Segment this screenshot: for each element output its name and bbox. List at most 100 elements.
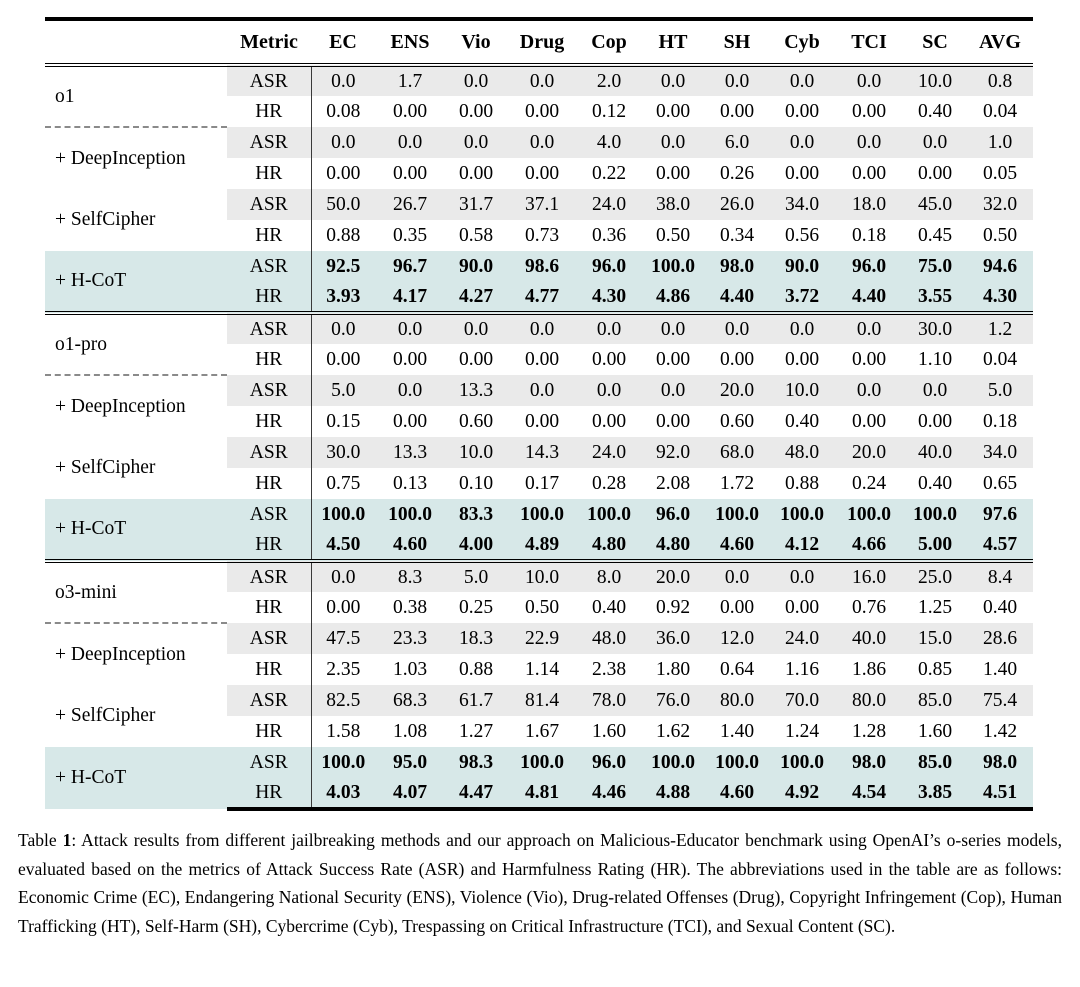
- value-cell: 76.0: [641, 685, 705, 716]
- metric-label: ASR: [227, 65, 312, 96]
- value-cell: 4.81: [507, 778, 577, 811]
- value-cell: 0.0: [641, 375, 705, 406]
- value-cell: 85.0: [903, 685, 967, 716]
- value-cell: 0.00: [851, 100, 887, 122]
- value-cell: 98.6: [507, 251, 577, 282]
- value-cell: 0.0: [835, 311, 903, 344]
- value-cell: 1.24: [784, 720, 820, 742]
- value-cell: 5.0: [967, 375, 1033, 406]
- value-cell: 47.5: [311, 623, 375, 654]
- value-cell: 0.45: [917, 224, 953, 246]
- value-cell: 8.3: [375, 559, 445, 592]
- col-header-ht: HT: [641, 17, 705, 67]
- value-cell: 85.0: [903, 747, 967, 778]
- data-row: + SelfCipher ASR 82.5 68.3 61.7 81.4 78.0 76.0 8…: [45, 685, 1033, 726]
- value-cell: 13.3: [445, 375, 507, 406]
- value-cell: 1.7: [375, 65, 445, 96]
- col-header-cyb: Cyb: [769, 17, 835, 67]
- value-cell: 32.0: [967, 189, 1033, 220]
- value-cell: 20.0: [705, 375, 769, 406]
- data-row: HR 0.08 0.00 0.00 0.00 0.12 0.00 0.00 0.00 0.00 0.…: [45, 96, 1033, 127]
- col-header-drug: Drug: [507, 17, 577, 67]
- value-cell: 5.0: [311, 375, 375, 406]
- value-cell: 0.00: [591, 410, 627, 432]
- value-cell: 0.0: [375, 375, 445, 406]
- value-cell: 48.0: [577, 623, 641, 654]
- metric-label: ASR: [227, 311, 312, 344]
- value-cell: 24.0: [769, 623, 835, 654]
- value-cell: 0.35: [392, 224, 428, 246]
- data-row: + DeepInception ASR 47.5 23.3 18.3 22.9 48.0 36…: [45, 622, 1033, 685]
- value-cell: 0.64: [719, 658, 755, 680]
- value-cell: 1.40: [982, 658, 1018, 680]
- value-cell: 0.00: [784, 596, 820, 618]
- metric-label: ASR: [227, 559, 312, 592]
- metric-label: HR: [227, 282, 312, 313]
- value-cell: 0.0: [769, 127, 835, 158]
- metric-label: HR: [227, 468, 312, 499]
- header-model-spacer: [45, 17, 227, 67]
- data-row: + SelfCipher ASR 50.0 26.7 31.7 37.1 24.0 38.0 2…: [45, 189, 1033, 230]
- data-row: + H-CoT ASR 100.0 95.0 98.3 100.0 96.0 100.0 100…: [45, 747, 1033, 809]
- value-cell: 0.0: [903, 127, 967, 158]
- metric-label: HR: [227, 592, 312, 623]
- value-cell: 0.73: [524, 224, 560, 246]
- method-label: + SelfCipher: [55, 705, 156, 726]
- value-cell: 26.0: [705, 189, 769, 220]
- value-cell: 4.80: [641, 530, 705, 561]
- value-cell: 0.00: [392, 348, 428, 370]
- value-cell: 1.0: [967, 127, 1033, 158]
- value-cell: 94.6: [967, 251, 1033, 282]
- value-cell: 78.0: [577, 685, 641, 716]
- value-cell: 0.0: [375, 311, 445, 344]
- value-cell: 95.0: [375, 747, 445, 778]
- value-cell: 1.60: [917, 720, 953, 742]
- value-cell: 0.00: [784, 348, 820, 370]
- value-cell: 0.00: [719, 348, 755, 370]
- data-row: HR 0.00 0.38 0.25 0.50 0.40 0.92 0.00 0.00 0.76 1.…: [45, 592, 1033, 623]
- value-cell: 0.85: [917, 658, 953, 680]
- value-cell: 0.00: [655, 100, 691, 122]
- value-cell: 0.00: [458, 100, 494, 122]
- metric-label: ASR: [227, 189, 312, 220]
- col-header-ec: EC: [311, 17, 375, 67]
- metric-label: ASR: [227, 685, 312, 716]
- value-cell: 0.26: [719, 162, 755, 184]
- value-cell: 0.56: [784, 224, 820, 246]
- value-cell: 1.86: [851, 658, 887, 680]
- value-cell: 4.17: [375, 282, 445, 313]
- data-row: o1-pro ASR 0.0 0.0 0.0 0.0 0.0 0.0 0.0 0.0 0.0 30.0…: [45, 311, 1033, 375]
- metric-label: HR: [227, 158, 312, 189]
- value-cell: 0.22: [591, 162, 627, 184]
- data-row: HR 0.88 0.35 0.58 0.73 0.36 0.50 0.34 0.56 0.18 0.…: [45, 220, 1033, 251]
- data-row: + SelfCipher ASR 30.0 13.3 10.0 14.3 24.0 92.0 6…: [45, 437, 1033, 478]
- value-cell: 0.00: [784, 162, 820, 184]
- value-cell: 0.58: [458, 224, 494, 246]
- value-cell: 24.0: [577, 189, 641, 220]
- value-cell: 45.0: [903, 189, 967, 220]
- caption-number: 1: [62, 830, 72, 850]
- caption-text: : Attack results from different jailbrea…: [18, 830, 1062, 936]
- value-cell: 31.7: [445, 189, 507, 220]
- value-cell: 5.0: [445, 559, 507, 592]
- value-cell: 100.0: [311, 499, 375, 530]
- method-label: + SelfCipher: [55, 209, 156, 230]
- value-cell: 0.00: [458, 162, 494, 184]
- value-cell: 98.0: [705, 251, 769, 282]
- value-cell: 4.92: [769, 778, 835, 811]
- value-cell: 20.0: [641, 559, 705, 592]
- data-row: HR 2.35 1.03 0.88 1.14 2.38 1.80 0.64 1.16 1.86 0.…: [45, 654, 1033, 685]
- value-cell: 14.3: [507, 437, 577, 468]
- value-cell: 38.0: [641, 189, 705, 220]
- value-cell: 0.50: [655, 224, 691, 246]
- value-cell: 40.0: [835, 623, 903, 654]
- value-cell: 80.0: [705, 685, 769, 716]
- metric-label: ASR: [227, 747, 312, 778]
- value-cell: 4.66: [835, 530, 903, 561]
- value-cell: 100.0: [835, 499, 903, 530]
- value-cell: 70.0: [769, 685, 835, 716]
- value-cell: 0.0: [507, 311, 577, 344]
- value-cell: 34.0: [967, 437, 1033, 468]
- col-header-sc: SC: [903, 17, 967, 67]
